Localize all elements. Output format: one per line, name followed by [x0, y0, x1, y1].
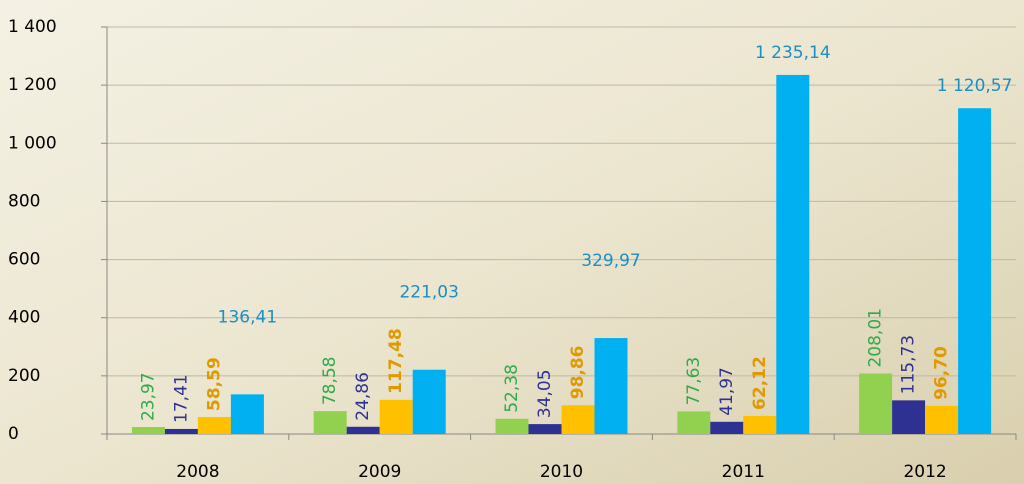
bar: [164, 428, 198, 434]
value-label: 24,86: [353, 372, 373, 421]
value-label: 52,38: [502, 364, 522, 413]
y-tick-label: 400: [8, 308, 40, 328]
y-tick-label: 1 000: [8, 133, 57, 153]
value-label: 77,63: [684, 357, 704, 406]
value-label: 62,12: [750, 356, 770, 410]
value-label: 136,41: [218, 307, 277, 327]
value-label: 98,86: [568, 345, 588, 399]
bar: [776, 74, 810, 434]
bar: [710, 421, 744, 434]
value-label: 23,97: [138, 372, 158, 421]
bar: [313, 411, 347, 434]
y-tick-label: 600: [8, 250, 40, 270]
value-label: 78,58: [320, 356, 340, 405]
value-label: 329,97: [581, 251, 640, 271]
value-label: 1 235,14: [755, 43, 831, 63]
value-label: 58,59: [204, 357, 224, 411]
y-tick-label: 200: [8, 366, 40, 386]
bar: [594, 338, 628, 434]
bar: [892, 400, 926, 434]
bar: [677, 411, 711, 434]
y-tick-label: 1 400: [8, 17, 57, 37]
bar: [230, 394, 264, 434]
value-label: 17,41: [171, 374, 191, 423]
x-tick-label: 2011: [722, 462, 765, 482]
x-tick-label: 2008: [176, 462, 219, 482]
bar: [561, 405, 595, 434]
x-tick-label: 2010: [540, 462, 583, 482]
bar: [528, 424, 562, 434]
value-label: 117,48: [386, 328, 406, 394]
bar: [379, 399, 413, 434]
bar: [958, 108, 992, 435]
bar: [495, 418, 529, 434]
bar: [131, 427, 165, 434]
value-label: 221,03: [399, 283, 458, 303]
x-tick-label: 2012: [903, 462, 946, 482]
y-tick-label: 1 200: [8, 75, 57, 95]
value-label: 41,97: [717, 367, 737, 416]
bar: [197, 416, 231, 434]
value-label: 115,73: [899, 335, 919, 394]
y-tick-label: 800: [8, 191, 40, 211]
x-tick-label: 2009: [358, 462, 401, 482]
bar: [346, 426, 380, 434]
value-label: 208,01: [866, 308, 886, 367]
bar: [859, 373, 893, 434]
value-label: 34,05: [535, 369, 555, 418]
bar: [925, 405, 959, 434]
bar: [412, 369, 446, 434]
bar: [743, 415, 777, 434]
value-label: 96,70: [932, 346, 952, 400]
value-label: 1 120,57: [937, 76, 1013, 96]
y-tick-label: 0: [8, 424, 19, 444]
